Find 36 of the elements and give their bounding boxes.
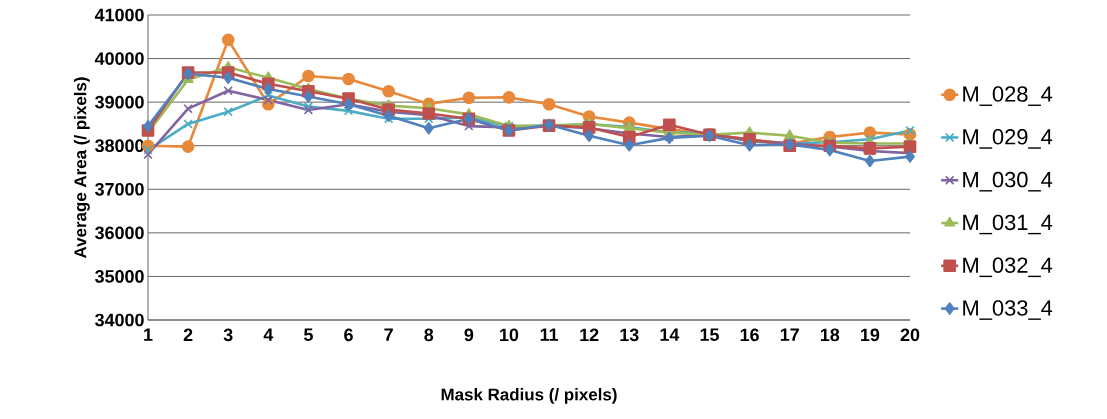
x-tick-label: 20 bbox=[900, 328, 920, 342]
x-tick-label: 13 bbox=[620, 328, 639, 342]
x-tick-label: 18 bbox=[820, 328, 840, 342]
y-tick-label: 40000 bbox=[94, 52, 144, 65]
legend-label: M_033_4 bbox=[963, 300, 1053, 320]
x-tick-label: 10 bbox=[500, 328, 519, 342]
x-tick-label: 14 bbox=[660, 328, 680, 341]
x-tick-label: 5 bbox=[303, 328, 313, 342]
y-tick-label: 38000 bbox=[95, 139, 144, 153]
x-tick-label: 12 bbox=[580, 328, 599, 342]
x-tick-label: 17 bbox=[780, 328, 799, 341]
y-tick-label: 35000 bbox=[95, 270, 144, 283]
x-tick-label: 19 bbox=[861, 328, 880, 342]
y-axis-title: Average Area (/ pixels) bbox=[73, 77, 90, 259]
x-tick-label: 8 bbox=[424, 328, 434, 342]
x-tick-label: 3 bbox=[223, 328, 233, 342]
x-tick-label: 2 bbox=[183, 328, 193, 342]
x-tick-label: 9 bbox=[464, 328, 474, 342]
x-tick-label: 15 bbox=[700, 328, 719, 342]
x-tick-label: 16 bbox=[740, 328, 759, 342]
y-tick-label: 34000 bbox=[95, 313, 144, 327]
x-tick-label: 7 bbox=[384, 328, 393, 341]
x-tick-label: 1 bbox=[144, 328, 153, 341]
y-tick-label: 36000 bbox=[95, 226, 144, 240]
legend-label: M_032_4 bbox=[963, 257, 1053, 278]
x-axis-title: Mask Radius (/ pixels) bbox=[441, 388, 617, 404]
x-tick-label: 4 bbox=[263, 328, 274, 341]
y-tick-label: 39000 bbox=[95, 95, 144, 109]
legend-label: M_029_4 bbox=[963, 129, 1053, 149]
y-tick-label: 37000 bbox=[95, 182, 144, 196]
y-tick-label: 41000 bbox=[94, 8, 144, 22]
legend-label: M_031_4 bbox=[963, 214, 1053, 235]
legend-label: M_030_4 bbox=[963, 171, 1053, 192]
x-tick-label: 11 bbox=[540, 328, 559, 341]
x-tick-label: 6 bbox=[344, 328, 353, 342]
legend-label: M_028_4 bbox=[963, 86, 1053, 106]
